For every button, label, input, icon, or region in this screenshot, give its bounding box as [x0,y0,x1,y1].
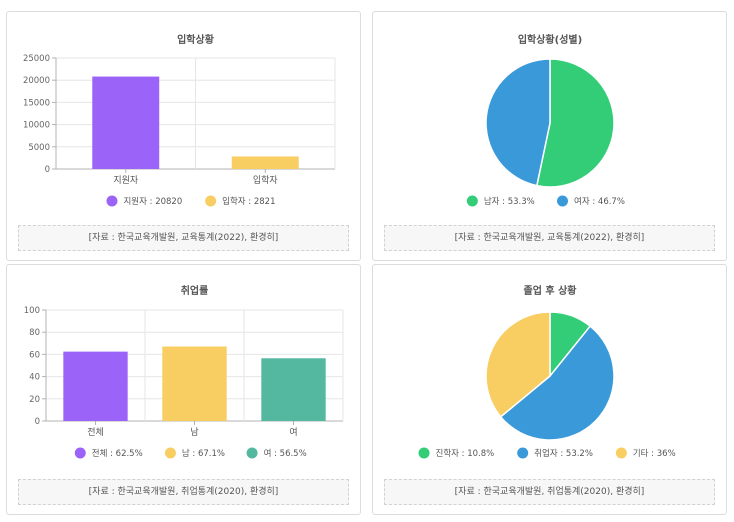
pie-slice [485,311,551,418]
y-tick-label: 0 [45,165,50,175]
chart-title: 졸업 후 상황 [524,284,578,297]
legend-label: 입학자 : 2821 [222,196,275,207]
legend-swatch [418,447,430,459]
y-tick-label: 25000 [23,54,50,64]
bar [63,351,128,421]
pie-slice [535,58,615,188]
source-note: [자료 : 한국교육개발원, 취업통계(2020), 환경히] [18,479,349,505]
bar [261,358,326,421]
legend-label: 남 : 67.1% [182,449,225,459]
employment-bar-chart: 취업률 0 20 40 60 80 100 전체 남 여전체 : 62.5% 남 : 67.1% 여 … [24,284,344,459]
y-tick-label: 20000 [23,76,50,86]
legend-swatch [164,447,176,459]
legend-swatch [466,195,478,207]
y-tick-label: 20 [29,395,40,405]
x-tick-label: 지원자 [113,175,139,186]
bar [231,156,299,169]
legend-label: 여 : 56.5% [264,448,307,459]
y-tick-label: 80 [29,328,40,338]
legend-label: 진학자 : 10.8% [436,448,495,459]
y-tick-label: 15000 [23,98,50,108]
y-tick-label: 5000 [28,143,50,153]
legend-label: 취업자 : 53.2% [534,449,593,459]
legend-swatch [246,447,258,459]
admission-gender-card: 입학상황(성별) 남자 : 53.3% 여자 : 46.7% [자료 : 한국교육개… [372,11,727,261]
chart-title: 취업률 [181,284,209,297]
x-tick-label: 여 [289,426,297,438]
chart-title: 입학상황(성별) [518,33,582,46]
chart-title: 입학상황 [177,33,215,46]
x-tick-label: 남 [190,427,198,438]
legend-swatch [557,195,568,207]
legend-label: 전체 : 62.5% [92,448,143,459]
y-tick-label: 60 [29,350,40,360]
pie-slice [499,325,615,441]
legend-label: 남자 : 53.3% [484,197,535,207]
y-tick-label: 0 [35,417,40,427]
source-note: [자료 : 한국교육개발원, 교육통계(2022), 환경히] [384,225,715,251]
x-tick-label: 입학자 [253,174,279,186]
bar [162,346,227,421]
x-tick-label: 전체 [87,427,104,438]
admission-gender-pie-chart: 입학상황(성별) 남자 : 53.3% 여자 : 46.7% [466,33,625,207]
y-tick-label: 40 [29,373,40,383]
source-note: [자료 : 한국교육개발원, 취업통계(2020), 환경히] [384,479,715,505]
pie-slice [485,58,551,187]
y-tick-label: 100 [24,306,40,316]
bar [92,76,160,169]
legend-label: 지원자 : 20820 [123,197,182,207]
legend-label: 기타 : 36% [633,449,676,459]
legend-swatch [106,195,118,207]
legend-swatch [205,195,217,207]
legend-swatch [74,447,86,459]
y-tick-label: 10000 [23,121,50,131]
legend-label: 여자 : 46.7% [574,196,625,207]
legend-swatch [517,447,529,459]
legend-swatch [615,447,627,459]
source-note: [자료 : 한국교육개발원, 교육통계(2022), 환경히] [18,225,349,251]
